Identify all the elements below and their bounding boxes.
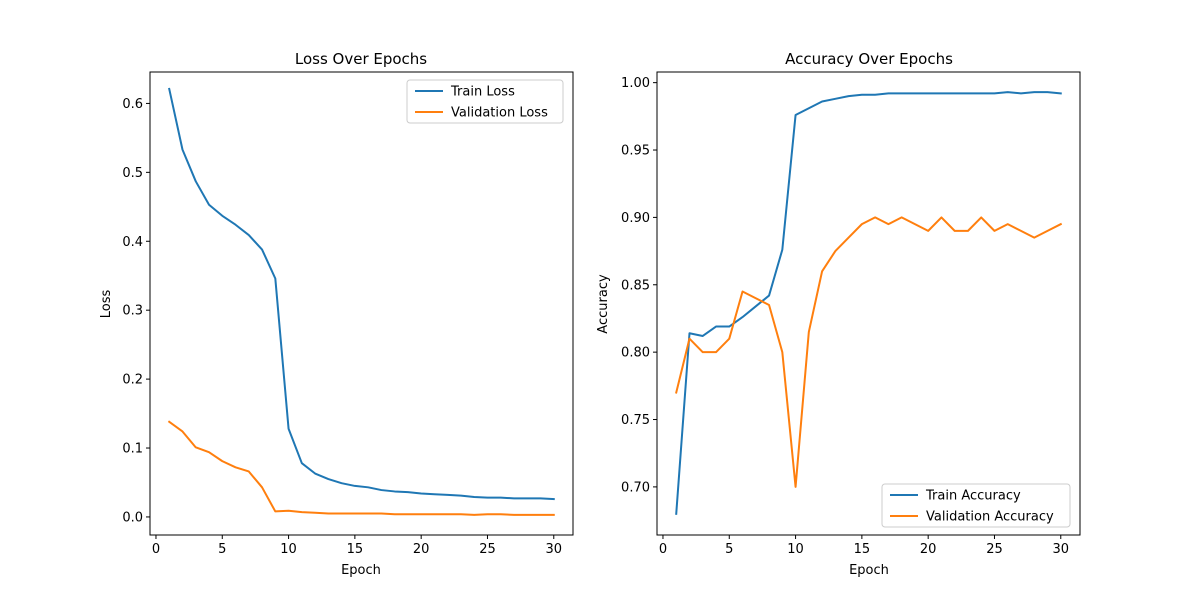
accuracy-chart-x-tick-label: 30: [1052, 542, 1069, 557]
loss-chart-x-tick-label: 30: [545, 542, 562, 557]
accuracy-chart-y-tick-label: 1.00: [621, 76, 650, 91]
accuracy-chart-y-tick-label: 0.70: [621, 480, 650, 495]
accuracy-chart-y-tick-label: 0.90: [621, 211, 650, 226]
accuracy-chart-y-axis-label: Accuracy: [596, 274, 611, 334]
loss-chart-plot-area: [149, 71, 574, 536]
loss-chart-y-tick-label: 0.3: [122, 304, 143, 319]
loss-chart-panel: Loss Over Epochs Epoch Loss 0 5 10 15 20 25 30…: [99, 50, 574, 578]
accuracy-chart-y-tick-label: 0.85: [621, 278, 650, 293]
accuracy-chart-x-axis-label: Epoch: [849, 563, 889, 578]
loss-chart-legend: Train Loss Validation Loss: [406, 79, 564, 124]
accuracy-chart-y-tick-label: 0.95: [621, 144, 650, 159]
loss-chart-title: Loss Over Epochs: [295, 50, 427, 68]
accuracy-chart-y-tick-label: 0.80: [621, 346, 650, 361]
accuracy-chart-x-tick-label: 25: [986, 542, 1003, 557]
loss-chart-y-tick-label: 0.5: [122, 166, 143, 181]
loss-chart-y-tick-label: 0.2: [122, 373, 143, 388]
loss-chart-x-tick-label: 0: [152, 542, 160, 557]
accuracy-chart-legend-box: [881, 483, 1071, 528]
accuracy-chart-legend: Train Accuracy Validation Accuracy: [881, 483, 1071, 528]
accuracy-chart-series-line-1: [675, 91, 1062, 515]
accuracy-chart-x-tick-label: 20: [920, 542, 937, 557]
accuracy-chart-ticks: 0 5 10 15 20 25 30 0.70 0.75 0.80 0.85 0.90 0.95 1.00: [621, 76, 1069, 557]
accuracy-chart-series-line-2: [675, 216, 1063, 488]
accuracy-chart-lines: [675, 91, 1063, 515]
loss-chart-x-tick-label: 15: [347, 542, 364, 557]
accuracy-chart-plot-area: [656, 71, 1081, 536]
loss-chart-series-line-1: [168, 87, 555, 501]
loss-chart-x-axis-label: Epoch: [341, 563, 381, 578]
accuracy-chart-x-tick-label: 15: [854, 542, 871, 557]
accuracy-chart-x-tick-label: 0: [659, 542, 667, 557]
loss-chart-x-tick-label: 5: [218, 542, 226, 557]
accuracy-chart-legend-label: Validation Accuracy: [926, 510, 1054, 525]
loss-chart-x-tick-label: 25: [479, 542, 496, 557]
accuracy-chart-title: Accuracy Over Epochs: [785, 50, 953, 68]
loss-chart-lines: [167, 87, 555, 516]
loss-chart-y-tick-label: 0.1: [122, 442, 143, 457]
loss-chart-legend-box: [406, 79, 564, 124]
accuracy-chart-y-tick-label: 0.75: [621, 413, 650, 428]
loss-chart-legend-label: Train Loss: [450, 85, 515, 100]
accuracy-chart-legend-label: Train Accuracy: [925, 489, 1021, 504]
loss-chart-y-axis-label: Loss: [99, 290, 114, 319]
accuracy-chart-panel: Accuracy Over Epochs Epoch Accuracy 0 5 10…: [596, 50, 1081, 578]
loss-chart-legend-label: Validation Loss: [451, 106, 548, 121]
loss-chart-ticks: 0 5 10 15 20 25 30 0.0 0.1 0.2 0.3 0.4 0.5 0.6: [122, 97, 562, 557]
accuracy-chart-x-tick-label: 10: [787, 542, 804, 557]
loss-chart-y-tick-label: 0.0: [122, 510, 143, 525]
accuracy-chart-x-tick-label: 5: [725, 542, 733, 557]
loss-chart-x-tick-label: 10: [280, 542, 297, 557]
loss-chart-x-tick-label: 20: [413, 542, 430, 557]
loss-chart-y-tick-label: 0.4: [122, 235, 143, 250]
loss-chart-y-tick-label: 0.6: [122, 97, 143, 112]
loss-chart-series-line-2: [167, 420, 555, 516]
